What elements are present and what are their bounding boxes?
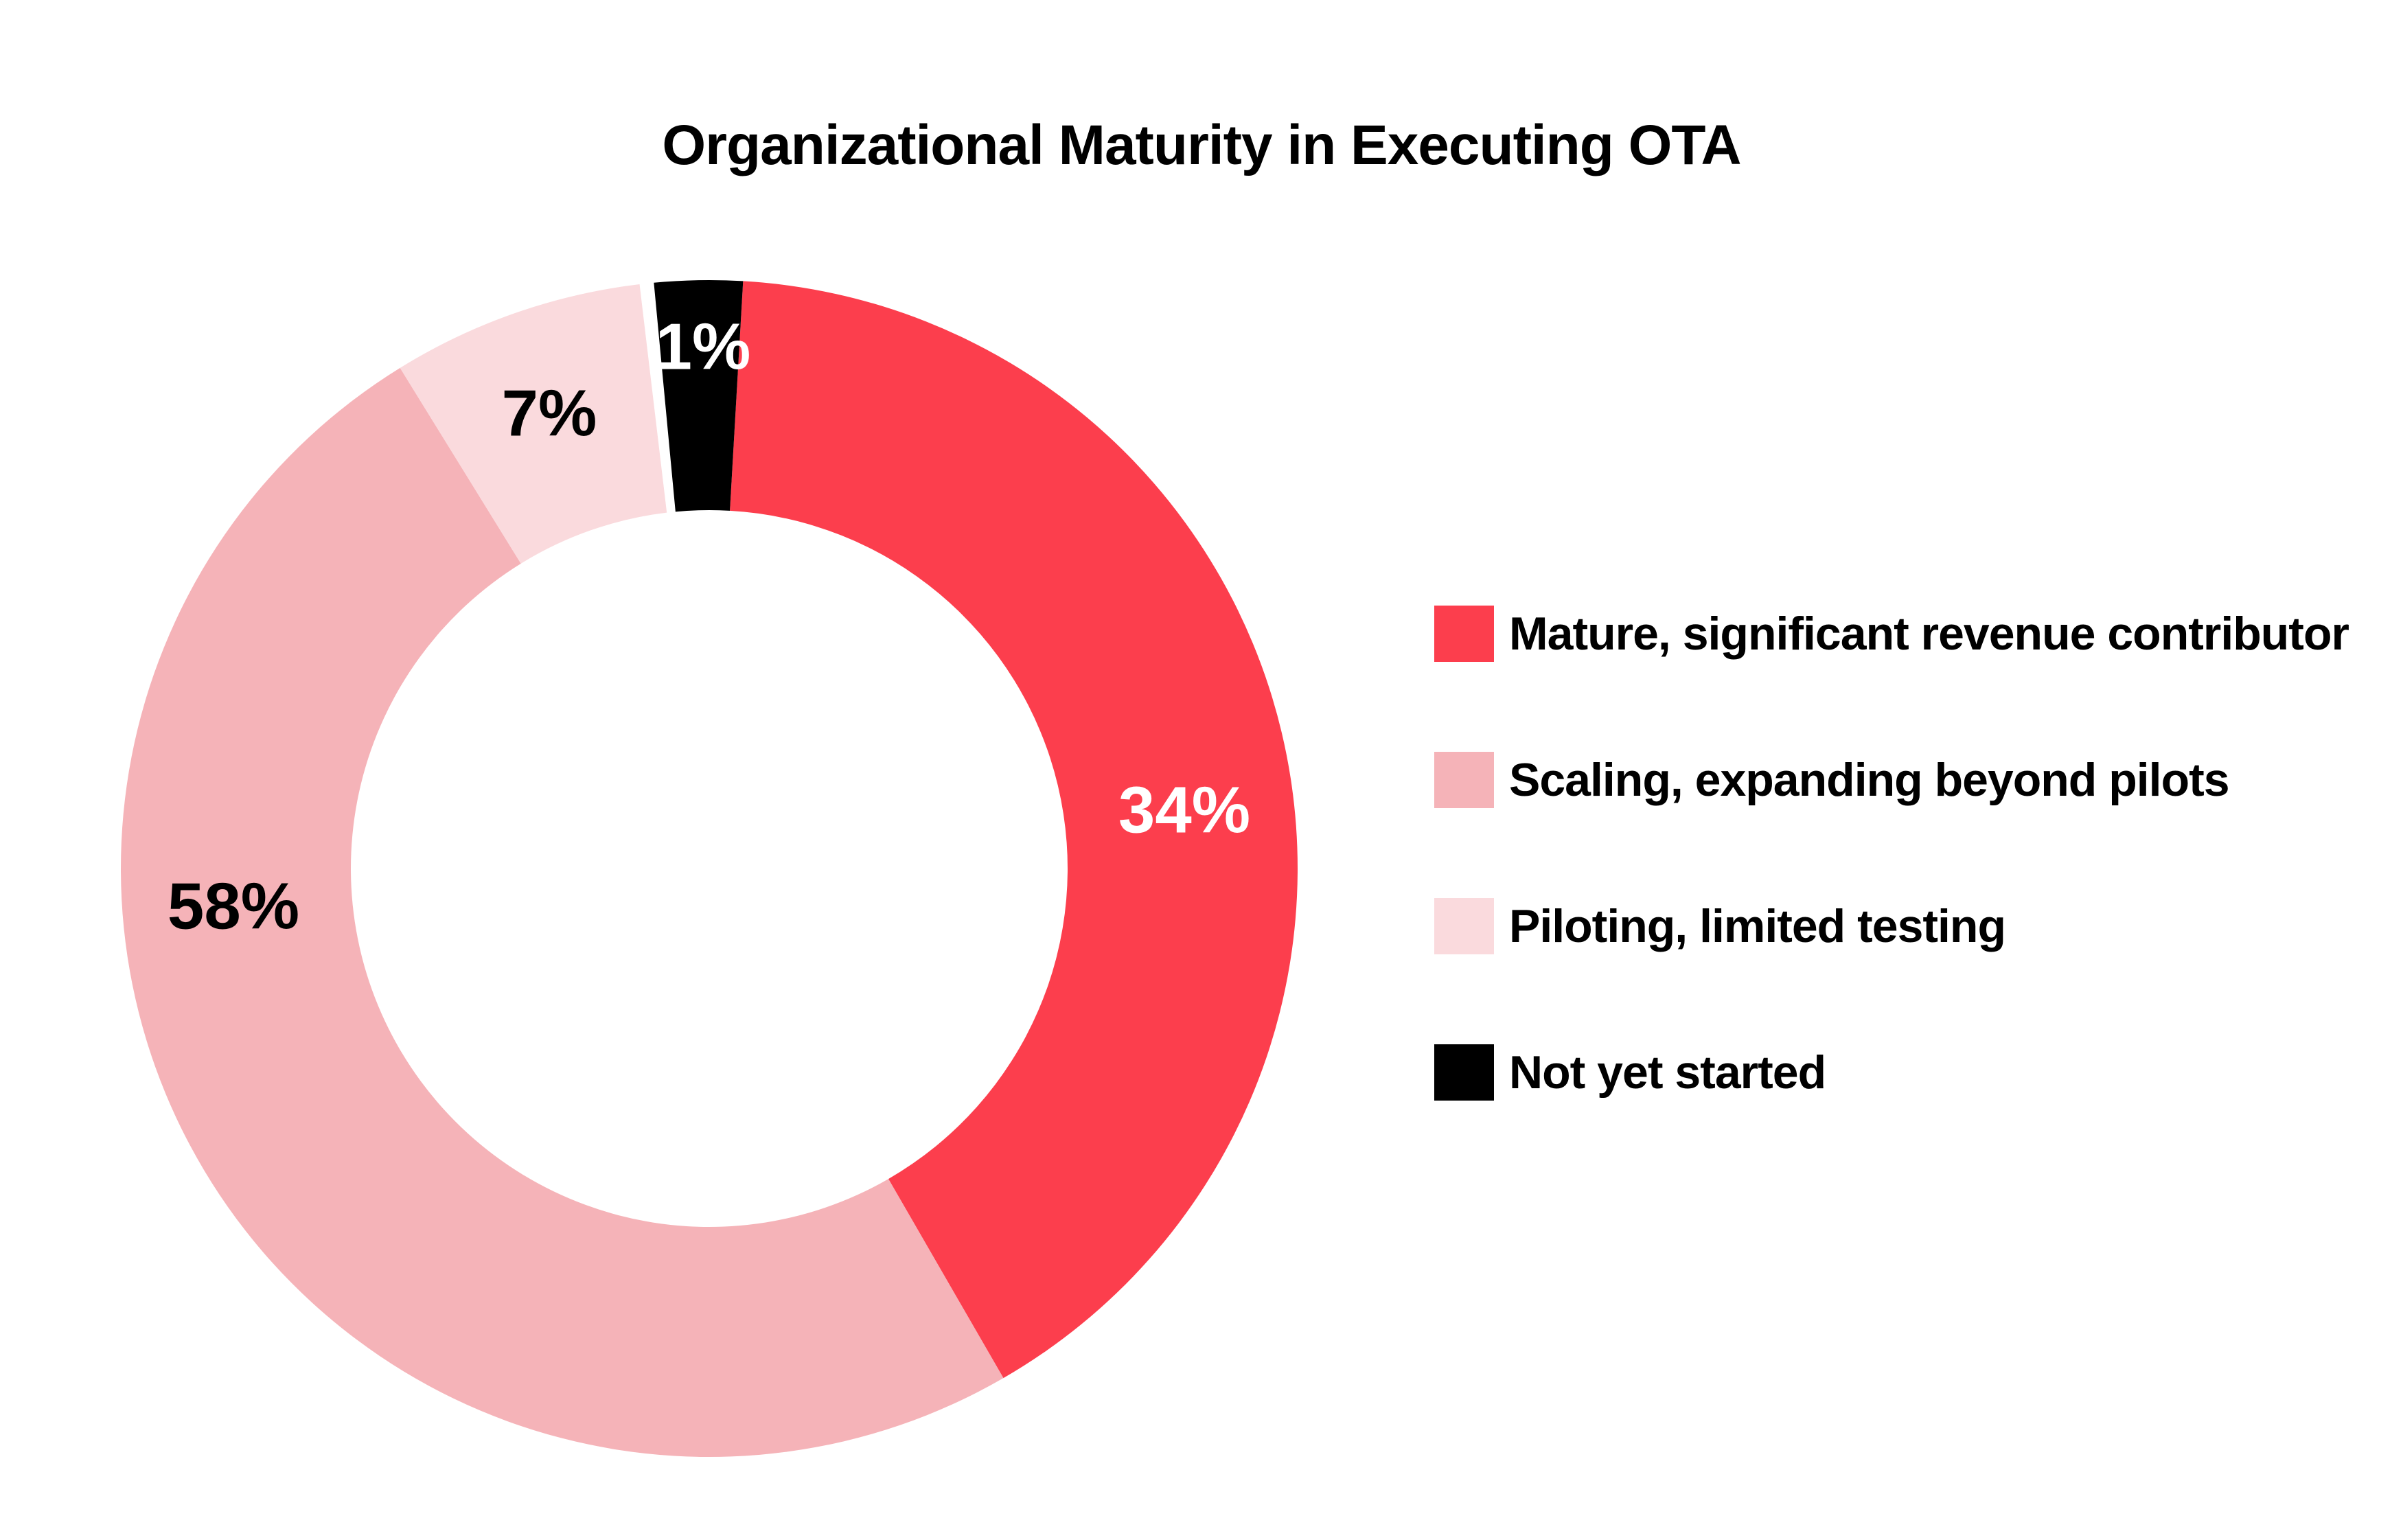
- legend-item-not-started: Not yet started: [1434, 1044, 2349, 1101]
- legend-item-mature: Mature, significant revenue contributor: [1434, 605, 2349, 663]
- slice-percent-label-0: 34%: [1118, 774, 1250, 847]
- legend-swatch-scaling: [1434, 752, 1494, 808]
- chart-title: Organizational Maturity in Executing OTA: [662, 114, 1741, 176]
- slice-percent-label-3: 1%: [656, 310, 751, 384]
- donut-slice-3: [654, 280, 744, 512]
- legend-label-mature: Mature, significant revenue contributor: [1509, 608, 2349, 660]
- legend-item-scaling: Scaling, expanding beyond pilots: [1434, 751, 2349, 809]
- legend-item-piloting: Piloting, limited testing: [1434, 897, 2349, 955]
- slice-percent-label-2: 7%: [502, 377, 597, 450]
- legend-label-scaling: Scaling, expanding beyond pilots: [1509, 754, 2230, 806]
- legend-swatch-mature: [1434, 606, 1494, 662]
- legend-label-not-started: Not yet started: [1509, 1046, 1826, 1099]
- legend-swatch-piloting: [1434, 898, 1494, 954]
- donut-slice-2: [400, 284, 667, 564]
- legend-swatch-not-started: [1434, 1044, 1494, 1101]
- slice-percent-label-1: 58%: [168, 870, 299, 943]
- donut-slice-1: [120, 367, 1004, 1458]
- legend: Mature, significant revenue contributor …: [1434, 605, 2349, 1190]
- legend-label-piloting: Piloting, limited testing: [1509, 900, 2006, 952]
- donut-slice-0: [730, 281, 1298, 1379]
